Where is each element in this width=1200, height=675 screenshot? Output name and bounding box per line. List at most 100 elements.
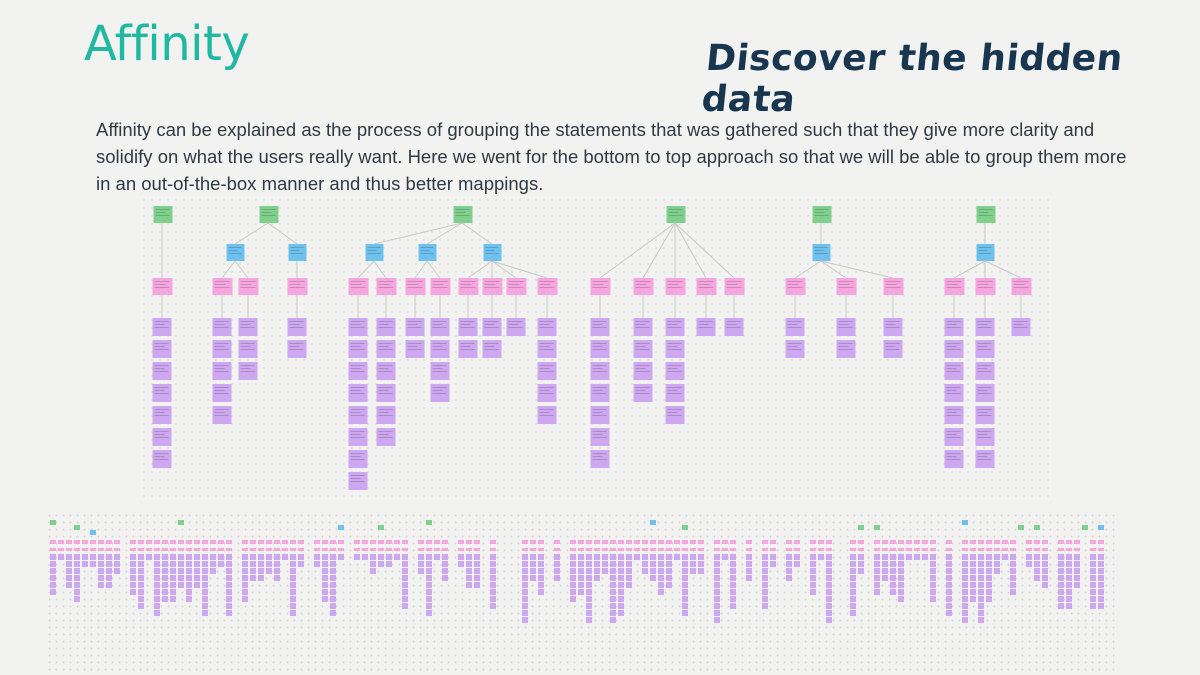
overview-purple-note	[250, 554, 256, 560]
overview-purple-note	[890, 582, 896, 588]
overview-header-note	[74, 525, 80, 530]
note-text-line	[667, 287, 683, 288]
overview-header-note	[1034, 525, 1040, 530]
pink-note	[430, 278, 451, 295]
overview-purple-note	[586, 554, 592, 560]
overview-pink-note	[466, 540, 472, 544]
overview-purple-note	[178, 554, 184, 560]
overview-purple-note	[50, 589, 56, 595]
note-text-line	[635, 281, 651, 282]
overview-pink-note	[674, 540, 680, 544]
overview-purple-note	[290, 561, 296, 567]
note-text-line	[667, 371, 682, 372]
overview-pink-note	[610, 540, 616, 544]
overview-purple-note	[210, 568, 216, 574]
overview-pink-note	[898, 548, 904, 551]
overview-purple-note	[810, 554, 816, 560]
overview-pink-note	[698, 540, 704, 544]
overview-pink-note	[786, 540, 792, 544]
overview-purple-note	[490, 596, 496, 602]
overview-purple-note	[154, 589, 160, 595]
note-text-line	[350, 453, 365, 454]
note-text-line	[154, 368, 165, 369]
purple-note	[348, 384, 368, 402]
overview-purple-note	[402, 568, 408, 574]
overview-purple-note	[162, 554, 168, 560]
overview-header-note	[858, 525, 864, 530]
note-text-line	[155, 212, 166, 213]
overview-purple-note	[522, 603, 528, 609]
purple-note	[944, 318, 964, 336]
purple-note	[944, 384, 964, 402]
overview-purple-note	[66, 568, 72, 574]
overview-pink-note	[914, 548, 920, 551]
overview-purple-note	[178, 575, 184, 581]
overview-purple-note	[930, 596, 936, 602]
note-text-line	[350, 478, 361, 479]
note-text-line	[885, 327, 900, 328]
pink-note	[376, 278, 397, 295]
note-text-line	[787, 349, 802, 350]
note-text-line	[977, 456, 988, 457]
overview-purple-note	[930, 582, 936, 588]
overview-pink-note	[794, 540, 800, 544]
note-text-line	[946, 412, 957, 413]
overview-pink-note	[194, 548, 200, 551]
overview-purple-note	[554, 554, 560, 560]
overview-pink-note	[154, 548, 160, 551]
note-text-line	[592, 453, 607, 454]
overview-pink-note	[378, 540, 384, 544]
purple-note	[212, 318, 232, 336]
overview-purple-note	[466, 561, 472, 567]
overview-header-note	[1018, 525, 1024, 530]
overview-pink-note	[434, 540, 440, 544]
overview-pink-note	[258, 548, 264, 551]
connector-line	[234, 260, 249, 279]
purple-note	[376, 428, 396, 446]
purple-note	[152, 406, 172, 424]
overview-pink-note	[554, 548, 560, 551]
purple-note	[590, 362, 610, 380]
overview-pink-note	[538, 548, 544, 551]
overview-purple-note	[442, 554, 448, 560]
overview-pink-note	[858, 540, 864, 544]
overview-purple-note	[426, 589, 432, 595]
overview-purple-note	[226, 610, 232, 616]
overview-purple-note	[826, 617, 832, 623]
note-text-line	[432, 371, 447, 372]
overview-purple-note	[946, 568, 952, 574]
note-text-line	[261, 215, 276, 216]
note-text-line	[432, 287, 448, 288]
overview-purple-note	[890, 575, 896, 581]
overview-purple-note	[178, 568, 184, 574]
note-text-line	[154, 324, 165, 325]
overview-purple-note	[994, 568, 1000, 574]
blue-note	[365, 244, 384, 261]
overview-purple-note	[426, 561, 432, 567]
overview-purple-note	[258, 575, 264, 581]
overview-purple-note	[1026, 554, 1032, 560]
overview-purple-note	[762, 575, 768, 581]
overview-pink-note	[298, 548, 304, 551]
purple-note	[590, 384, 610, 402]
note-text-line	[484, 327, 499, 328]
overview-pink-note	[874, 540, 880, 544]
note-text-line	[787, 324, 798, 325]
connector-line	[467, 260, 493, 279]
blue-note	[226, 244, 245, 261]
overview-purple-note	[338, 554, 344, 560]
overview-purple-note	[202, 589, 208, 595]
overview-purple-note	[538, 561, 544, 567]
overview-purple-note	[810, 575, 816, 581]
overview-purple-note	[586, 617, 592, 623]
overview-purple-note	[322, 589, 328, 595]
note-text-line	[885, 321, 900, 322]
overview-purple-note	[786, 568, 792, 574]
overview-purple-note	[730, 568, 736, 574]
purple-note	[633, 384, 653, 402]
overview-purple-note	[978, 568, 984, 574]
overview-purple-note	[610, 596, 616, 602]
overview-purple-note	[890, 568, 896, 574]
overview-pink-note	[994, 548, 1000, 551]
note-text-line	[289, 349, 304, 350]
